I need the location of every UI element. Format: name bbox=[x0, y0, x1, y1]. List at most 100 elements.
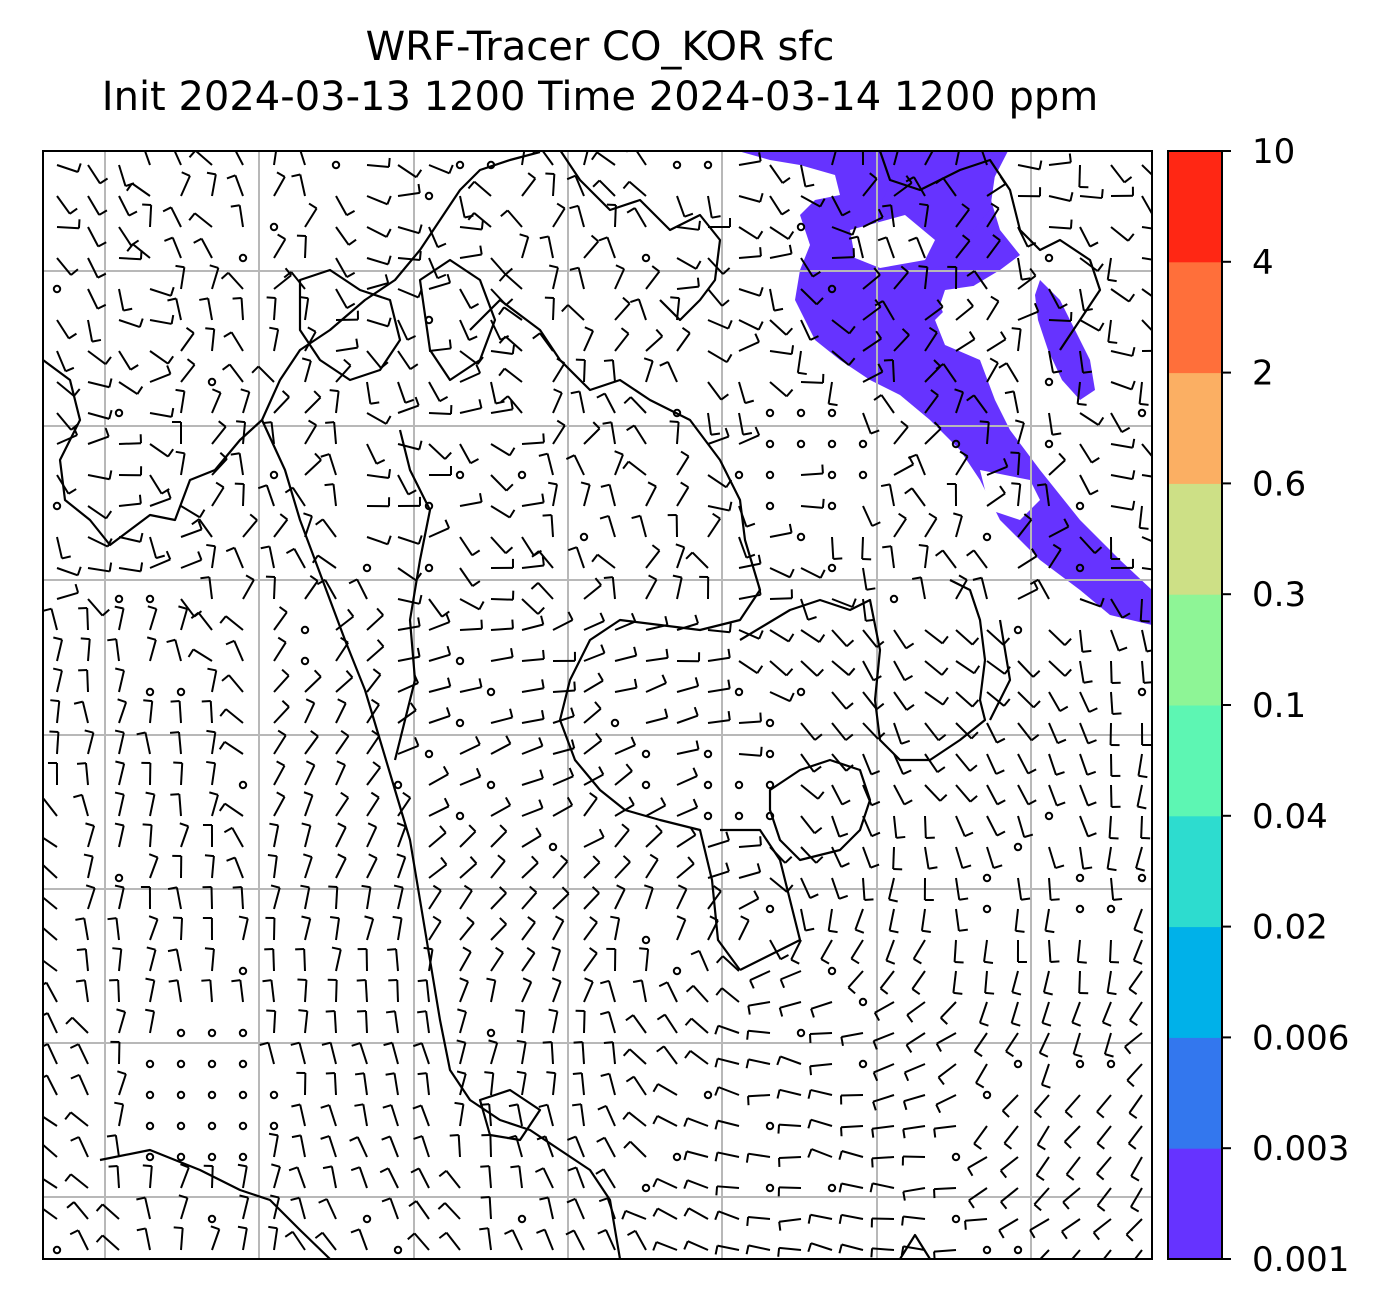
wind-barb-flag bbox=[198, 509, 206, 518]
wind-barb bbox=[503, 367, 523, 383]
wind-barb bbox=[56, 701, 61, 724]
wind-barb bbox=[1110, 164, 1126, 184]
wind-barb bbox=[633, 424, 647, 445]
wind-barb bbox=[118, 949, 123, 972]
wind-barb bbox=[397, 797, 412, 817]
wind-barb bbox=[335, 391, 340, 414]
wind-barb bbox=[831, 722, 847, 741]
wind-barb bbox=[634, 1230, 647, 1251]
wind-barb bbox=[178, 793, 182, 817]
colorbar-tick-label: 0.6 bbox=[1252, 464, 1306, 504]
wind-barb-flag bbox=[64, 1173, 72, 1182]
wind-barb bbox=[1076, 381, 1081, 404]
calm-marker bbox=[52, 284, 62, 294]
wind-barb-flag bbox=[505, 735, 512, 745]
wind-barb bbox=[242, 1166, 248, 1189]
wind-barb-flag bbox=[148, 915, 158, 921]
wind-barb bbox=[1048, 226, 1072, 230]
wind-barb bbox=[924, 753, 939, 773]
wind-barb-flag bbox=[161, 488, 170, 495]
wind-barb-flag bbox=[530, 582, 539, 590]
wind-barb-flag bbox=[91, 338, 102, 343]
plume-gap-2 bbox=[850, 215, 935, 268]
wind-barb-flag bbox=[262, 421, 272, 425]
wind-barb bbox=[335, 797, 350, 817]
wind-barb bbox=[1014, 908, 1019, 931]
wind-barb bbox=[611, 1042, 616, 1065]
wind-barb bbox=[490, 627, 514, 631]
wind-barb bbox=[366, 857, 378, 879]
wind-barb-flag bbox=[664, 708, 669, 718]
wind-barb bbox=[676, 863, 695, 879]
calm-marker bbox=[176, 1090, 186, 1100]
wind-barb-flag bbox=[631, 514, 641, 520]
wind-barb-flag bbox=[873, 394, 882, 401]
calm-marker bbox=[827, 966, 837, 976]
wind-barb bbox=[986, 239, 1001, 259]
wind-barb bbox=[717, 1151, 740, 1158]
wind-barb bbox=[1110, 443, 1133, 449]
wind-barb bbox=[459, 686, 482, 693]
wind-barb-flag bbox=[382, 1104, 392, 1109]
wind-barb-flag bbox=[565, 454, 575, 460]
wind-barb bbox=[395, 948, 399, 972]
wind-barb bbox=[598, 179, 616, 197]
calm-marker bbox=[548, 842, 558, 852]
wind-barb bbox=[1079, 815, 1089, 837]
wind-barb-flag bbox=[630, 298, 640, 304]
wind-barb bbox=[629, 1140, 647, 1158]
wind-barb-flag bbox=[414, 737, 420, 747]
calm-marker bbox=[982, 1245, 992, 1255]
wind-barb-flag bbox=[281, 390, 290, 398]
wind-barb-flag bbox=[935, 1043, 942, 1052]
wind-barb bbox=[676, 714, 699, 724]
wind-barb-flag bbox=[309, 575, 319, 582]
wind-barb-flag bbox=[445, 613, 451, 623]
wind-barb-flag bbox=[555, 915, 564, 922]
wind-barb bbox=[366, 443, 378, 465]
wind-barb-flag bbox=[913, 957, 922, 965]
wind-barb-flag bbox=[347, 608, 355, 618]
wind-barb-flag bbox=[237, 1225, 248, 1230]
wind-barb bbox=[800, 598, 809, 621]
wind-barb bbox=[149, 474, 163, 495]
wind-barb bbox=[967, 1156, 988, 1169]
wind-barb bbox=[149, 350, 169, 365]
wind-barb-flag bbox=[1027, 768, 1037, 775]
wind-barb bbox=[366, 735, 381, 755]
wind-barb-flag bbox=[996, 737, 1006, 744]
wind-barb bbox=[955, 455, 969, 476]
wind-barb-flag bbox=[290, 1041, 300, 1046]
coastline-13 bbox=[899, 1233, 931, 1259]
wind-barb-flag bbox=[821, 464, 824, 474]
wind-barb bbox=[575, 1167, 585, 1189]
wind-barb bbox=[862, 691, 878, 710]
wind-barb bbox=[769, 350, 792, 356]
wind-barb bbox=[1017, 484, 1022, 507]
wind-barb-flag bbox=[616, 884, 626, 891]
wind-barb bbox=[800, 164, 807, 187]
wind-barb-flag bbox=[1087, 832, 1097, 838]
wind-barb-flag bbox=[809, 1066, 813, 1076]
wind-barb bbox=[911, 970, 926, 990]
wind-barb bbox=[272, 948, 275, 972]
wind-barb-flag bbox=[626, 424, 635, 432]
wind-barb-flag bbox=[114, 605, 124, 610]
wind-barb bbox=[304, 331, 317, 352]
wind-barb-flag bbox=[807, 616, 817, 621]
wind-barb-flag bbox=[581, 141, 590, 143]
wind-barb-flag bbox=[727, 711, 731, 721]
calm-marker bbox=[52, 501, 62, 511]
wind-barb-flag bbox=[1129, 1019, 1138, 1027]
wind-barb bbox=[888, 484, 895, 507]
wind-barb bbox=[986, 753, 998, 775]
calm-marker bbox=[269, 470, 279, 480]
calm-marker bbox=[858, 470, 868, 480]
wind-barb-flag bbox=[1082, 370, 1093, 374]
wind-barb-flag bbox=[759, 746, 763, 756]
wind-barb-flag bbox=[911, 576, 922, 580]
wind-barb-flag bbox=[958, 928, 968, 932]
wind-barb-flag bbox=[973, 1142, 982, 1150]
wind-barb-flag bbox=[1068, 153, 1072, 163]
wind-barb bbox=[544, 1135, 554, 1158]
